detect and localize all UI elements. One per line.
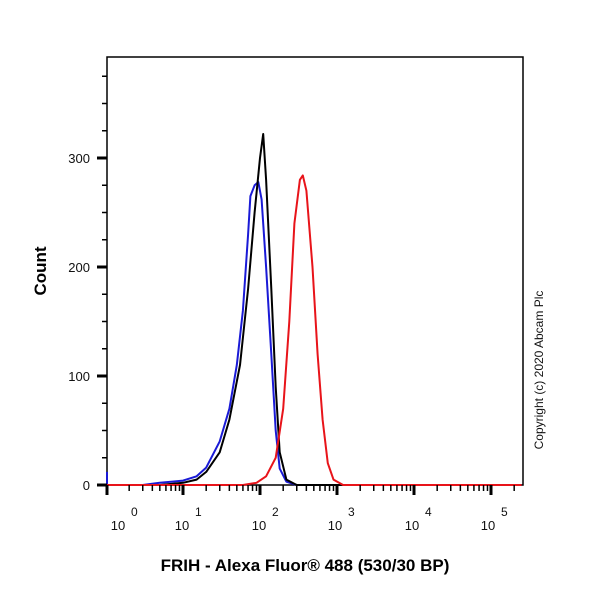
svg-text:10: 10 xyxy=(111,518,125,533)
svg-text:10: 10 xyxy=(328,518,342,533)
series-line-1 xyxy=(107,133,522,486)
copyright-annotation: Copyright (c) 2020 Abcam Plc xyxy=(532,291,546,450)
series-layer xyxy=(106,133,522,486)
y-tick-label-100: 100 xyxy=(68,369,90,384)
svg-text:10: 10 xyxy=(481,518,495,533)
x-axis xyxy=(105,485,515,495)
svg-text:10: 10 xyxy=(405,518,419,533)
svg-text:1: 1 xyxy=(195,505,202,519)
y-axis-title: Count xyxy=(31,246,50,295)
x-tick-label-1e4: 10 4 xyxy=(405,505,432,533)
x-tick-label-1e5: 10 5 xyxy=(481,505,508,533)
svg-text:2: 2 xyxy=(272,505,279,519)
svg-text:4: 4 xyxy=(425,505,432,519)
svg-text:5: 5 xyxy=(501,505,508,519)
svg-text:3: 3 xyxy=(348,505,355,519)
plot-frame xyxy=(106,56,524,486)
y-axis xyxy=(97,75,107,487)
series-line-2 xyxy=(107,174,522,486)
x-axis-title: FRIH - Alexa Fluor® 488 (530/30 BP) xyxy=(161,556,450,575)
svg-text:10: 10 xyxy=(252,518,266,533)
y-tick-label-200: 200 xyxy=(68,260,90,275)
svg-text:10: 10 xyxy=(175,518,189,533)
x-tick-label-1e2: 10 2 xyxy=(252,505,279,533)
x-tick-label-1e1: 10 1 xyxy=(175,505,202,533)
y-tick-label-0: 0 xyxy=(83,478,90,493)
y-tick-label-300: 300 xyxy=(68,151,90,166)
series-line-0 xyxy=(106,181,522,486)
svg-text:0: 0 xyxy=(131,505,138,519)
x-tick-label-1e0: 10 0 xyxy=(111,505,138,533)
x-tick-label-1e3: 10 3 xyxy=(328,505,355,533)
